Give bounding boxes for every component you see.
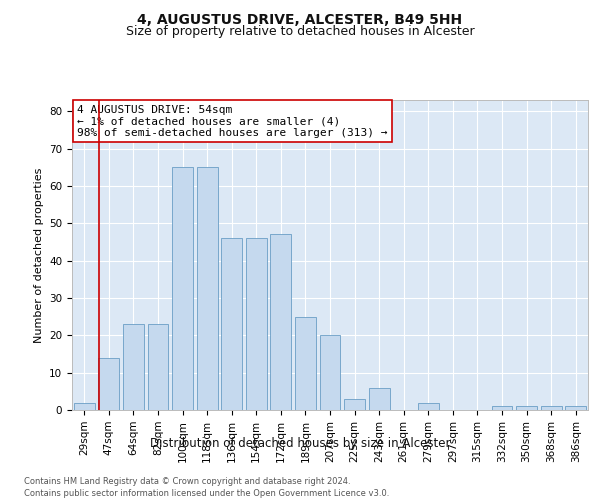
Text: Contains HM Land Registry data © Crown copyright and database right 2024.: Contains HM Land Registry data © Crown c… — [24, 478, 350, 486]
Bar — [221, 238, 242, 410]
Bar — [123, 324, 144, 410]
Text: 4, AUGUSTUS DRIVE, ALCESTER, B49 5HH: 4, AUGUSTUS DRIVE, ALCESTER, B49 5HH — [137, 12, 463, 26]
Bar — [197, 167, 218, 410]
Bar — [418, 402, 439, 410]
Bar — [74, 402, 95, 410]
Bar — [271, 234, 292, 410]
Bar — [246, 238, 267, 410]
Bar — [172, 167, 193, 410]
Bar — [148, 324, 169, 410]
Bar — [541, 406, 562, 410]
Bar — [320, 336, 340, 410]
Bar — [516, 406, 537, 410]
Bar — [491, 406, 512, 410]
Bar — [344, 399, 365, 410]
Bar — [98, 358, 119, 410]
Bar — [368, 388, 389, 410]
Bar — [565, 406, 586, 410]
Text: Contains public sector information licensed under the Open Government Licence v3: Contains public sector information licen… — [24, 489, 389, 498]
Text: Size of property relative to detached houses in Alcester: Size of property relative to detached ho… — [125, 25, 475, 38]
Bar — [295, 316, 316, 410]
Text: Distribution of detached houses by size in Alcester: Distribution of detached houses by size … — [150, 438, 450, 450]
Text: 4 AUGUSTUS DRIVE: 54sqm
← 1% of detached houses are smaller (4)
98% of semi-deta: 4 AUGUSTUS DRIVE: 54sqm ← 1% of detached… — [77, 104, 388, 138]
Y-axis label: Number of detached properties: Number of detached properties — [34, 168, 44, 342]
